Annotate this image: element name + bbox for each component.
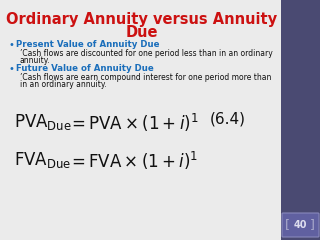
Text: ]: ] [310, 218, 315, 232]
FancyBboxPatch shape [282, 213, 319, 237]
Text: $\mathsf{PVA}_{\mathsf{Due}}$: $\mathsf{PVA}_{\mathsf{Due}}$ [14, 112, 72, 132]
Text: (6.4): (6.4) [210, 112, 246, 127]
Text: $=\mathsf{FVA}\times(1+i)^{1}$: $=\mathsf{FVA}\times(1+i)^{1}$ [68, 150, 198, 172]
Text: ’Cash flows are discounted for one period less than in an ordinary: ’Cash flows are discounted for one perio… [20, 49, 273, 58]
Text: [: [ [285, 218, 290, 232]
Text: Present Value of Annuity Due: Present Value of Annuity Due [16, 40, 159, 49]
Text: annuity.: annuity. [20, 56, 51, 65]
Text: ’Cash flows are earn compound interest for one period more than: ’Cash flows are earn compound interest f… [20, 73, 271, 82]
Text: $=\mathsf{PVA}\times(1+i)^{1}$: $=\mathsf{PVA}\times(1+i)^{1}$ [68, 112, 199, 134]
Bar [281, 0, 320, 240]
Text: 40: 40 [293, 220, 307, 230]
Text: in an ordinary annuity.: in an ordinary annuity. [20, 80, 107, 89]
Text: •: • [8, 40, 14, 50]
Text: •: • [8, 64, 14, 74]
Text: $\mathsf{FVA}_{\mathsf{Due}}$: $\mathsf{FVA}_{\mathsf{Due}}$ [14, 150, 71, 170]
Text: Ordinary Annuity versus Annuity: Ordinary Annuity versus Annuity [6, 12, 277, 27]
Text: Due: Due [126, 25, 158, 40]
Text: Future Value of Annuity Due: Future Value of Annuity Due [16, 64, 154, 73]
